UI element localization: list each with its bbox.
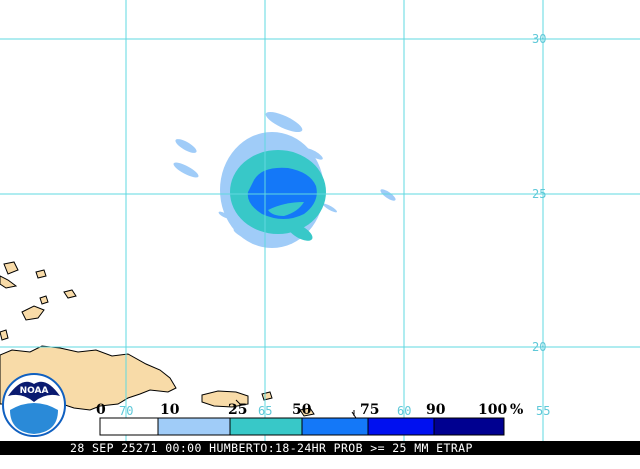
scale-bin-10-25 [157, 417, 231, 436]
probability-area-10-25 [175, 139, 197, 153]
scale-label-0: 0 [96, 402, 106, 418]
status-bar-text: 28 SEP 25271 00:00 HUMBERTO:18-24HR PROB… [70, 441, 473, 455]
noaa-logo-bird-icon [8, 381, 60, 402]
scale-bin-90-100 [433, 417, 505, 436]
puerto-rico-landmass [201, 390, 249, 408]
island-small-3 [63, 289, 77, 299]
storm-marker-icon [235, 399, 241, 405]
probability-area-10-25 [265, 111, 303, 133]
lat-lon-grid [0, 0, 640, 441]
storm-markers [235, 399, 357, 419]
island-small-7 [0, 329, 9, 341]
latitude-label-30: 30 [532, 32, 546, 46]
probability-map: 30 25 20 0 10 25 50 75 90 100 % 70 65 60… [0, 0, 640, 441]
probability-color-scale: 0 10 25 50 75 90 100 % [96, 402, 523, 436]
noaa-logo: NOAA [2, 373, 66, 437]
longitude-label-70: 70 [119, 404, 133, 418]
island-small-1 [21, 305, 45, 321]
island-small-6 [0, 275, 18, 289]
scale-bin-0-10 [99, 417, 159, 436]
scale-label-50: 50 [292, 402, 312, 418]
scale-label-90: 90 [426, 402, 446, 418]
island-small-2 [39, 295, 49, 305]
probability-area-10-25 [173, 162, 199, 178]
longitude-label-60: 60 [397, 404, 411, 418]
scale-unit: % [510, 402, 523, 418]
scale-label-25: 25 [228, 402, 247, 418]
status-bar: 28 SEP 25271 00:00 HUMBERTO:18-24HR PROB… [0, 441, 640, 455]
noaa-logo-text: NOAA [20, 386, 49, 396]
probability-area-10-25 [305, 148, 323, 160]
scale-bin-75-90 [367, 417, 435, 436]
island-small-8 [261, 391, 273, 401]
probability-area-25-50 [287, 223, 313, 241]
noaa-logo-wave-icon [10, 403, 58, 434]
probability-area-10-25 [218, 211, 230, 219]
island-small-9 [299, 407, 315, 417]
latitude-labels: 30 25 20 [532, 32, 546, 354]
latitude-label-20: 20 [532, 340, 546, 354]
scale-bin-25-50 [229, 417, 303, 436]
latitude-label-25: 25 [532, 187, 546, 201]
probability-area-10-25 [233, 228, 259, 244]
scale-label-10: 10 [160, 402, 180, 418]
longitude-label-55: 55 [536, 404, 550, 418]
storm-marker-icon [351, 410, 357, 419]
longitude-labels: 70 65 60 55 [119, 404, 550, 418]
scale-label-100: 100 [478, 402, 507, 418]
scale-label-75: 75 [360, 402, 379, 418]
island-small-5 [3, 261, 19, 275]
scale-bin-50-75 [301, 417, 369, 436]
longitude-label-65: 65 [258, 404, 272, 418]
probability-area-25-50-notch [268, 202, 304, 216]
probability-contours [173, 111, 396, 248]
island-small-4 [35, 269, 47, 279]
probability-area-10-25 [380, 189, 396, 201]
probability-area-10-25 [323, 203, 337, 213]
